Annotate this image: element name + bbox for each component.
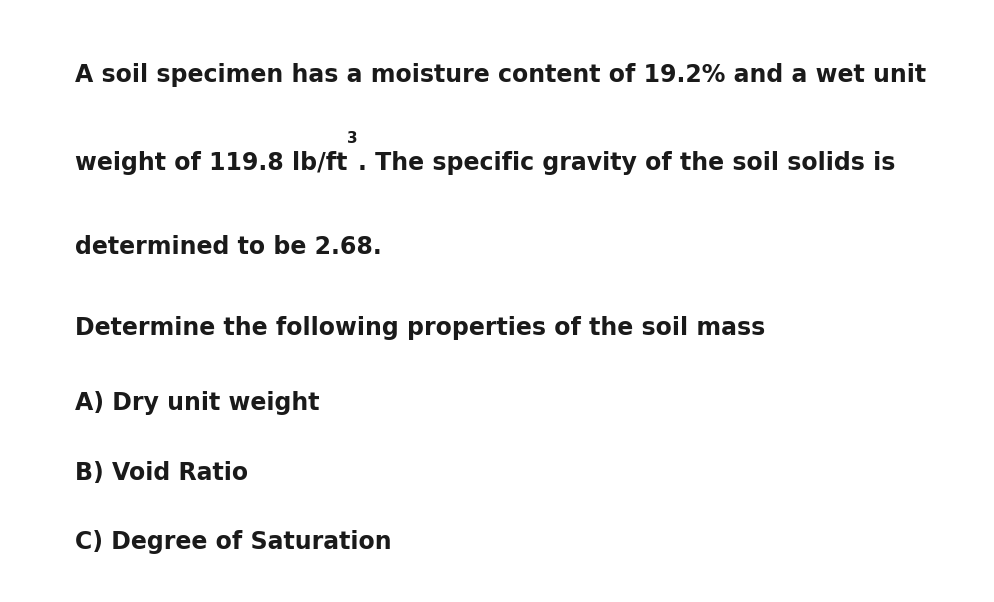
Text: . The specific gravity of the soil solids is: . The specific gravity of the soil solid… bbox=[358, 150, 895, 175]
Text: Determine the following properties of the soil mass: Determine the following properties of th… bbox=[75, 316, 764, 340]
Text: weight of 119.8 lb/ft: weight of 119.8 lb/ft bbox=[75, 150, 347, 175]
Text: C) Degree of Saturation: C) Degree of Saturation bbox=[75, 530, 392, 554]
Text: B) Void Ratio: B) Void Ratio bbox=[75, 461, 248, 485]
Text: A) Dry unit weight: A) Dry unit weight bbox=[75, 391, 319, 415]
Text: A soil specimen has a moisture content of 19.2% and a wet unit: A soil specimen has a moisture content o… bbox=[75, 63, 925, 87]
Text: determined to be 2.68.: determined to be 2.68. bbox=[75, 235, 382, 259]
Text: 3: 3 bbox=[347, 131, 358, 146]
